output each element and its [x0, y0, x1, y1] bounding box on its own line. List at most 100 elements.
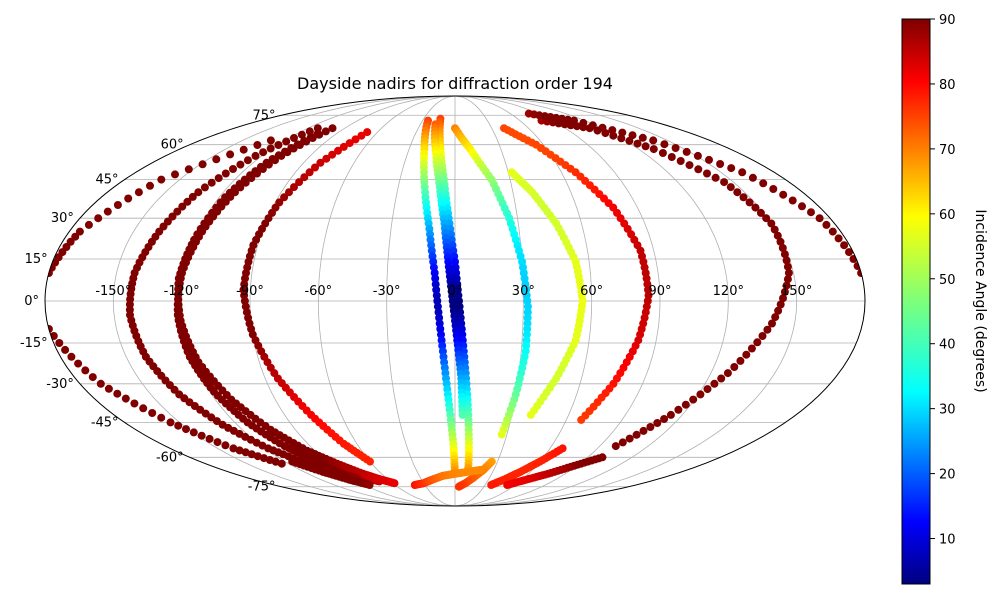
data-point: [246, 171, 255, 180]
data-point: [807, 208, 815, 217]
data-point: [778, 244, 787, 252]
data-point: [182, 425, 190, 434]
data-point: [660, 140, 669, 149]
data-point: [113, 201, 122, 209]
data-point: [815, 214, 824, 223]
data-point: [274, 151, 283, 160]
data-point: [682, 147, 691, 156]
colorbar-ticks: 10 20 30 40 50 60 70 80 90: [930, 13, 956, 548]
data-point: [717, 374, 726, 383]
data-point: [503, 481, 512, 489]
data-point: [55, 339, 64, 347]
data-point: [297, 130, 306, 139]
data-point: [649, 136, 658, 145]
data-point: [251, 151, 260, 160]
data-point: [290, 134, 298, 142]
data-point: [253, 141, 262, 149]
data-point: [618, 438, 627, 447]
data-point: [703, 385, 712, 394]
data-point: [598, 123, 607, 132]
data-point: [523, 313, 532, 322]
data-point: [363, 128, 372, 137]
data-point: [198, 160, 207, 169]
data-point: [339, 142, 348, 151]
colorbar-tick-label: 80: [939, 78, 956, 93]
data-point: [638, 133, 647, 142]
data-point: [747, 344, 756, 353]
data-point: [845, 248, 853, 257]
data-point: [201, 409, 210, 418]
data-point: [229, 444, 238, 453]
data-point: [693, 151, 702, 160]
data-point: [328, 150, 337, 159]
lon-tick-label: 0°: [448, 284, 463, 299]
colorbar-tick-label: 60: [939, 208, 956, 223]
data-point: [711, 173, 720, 182]
lon-tick-label: 150°: [781, 284, 812, 299]
data-point: [716, 160, 725, 168]
data-point: [212, 155, 221, 164]
data-point: [703, 169, 711, 178]
colorbar-tick-label: 50: [939, 273, 956, 288]
data-point: [739, 193, 748, 202]
data-point: [311, 163, 319, 172]
data-point: [259, 454, 268, 463]
data-point: [236, 160, 245, 169]
data-point: [300, 136, 309, 145]
data-point: [130, 399, 139, 408]
data-point: [798, 202, 806, 211]
data-point: [171, 170, 179, 179]
data-point: [266, 136, 275, 145]
data-point: [738, 168, 747, 177]
data-point: [188, 192, 197, 201]
data-point: [174, 421, 183, 430]
data-point: [526, 410, 535, 419]
data-point: [139, 404, 148, 413]
data-point: [197, 431, 206, 440]
data-point: [322, 154, 331, 163]
data-point: [771, 313, 780, 322]
data-point: [632, 430, 641, 439]
data-point: [705, 155, 713, 164]
data-point: [316, 158, 325, 167]
data-point: [681, 400, 690, 409]
lat-tick-label: -60°: [156, 450, 184, 465]
data-point: [259, 148, 268, 157]
latitude-tick-labels: -75° -60° -45° -30° -15° 0° 15° 30° 45° 60° 75°: [20, 108, 276, 494]
data-point: [300, 173, 309, 182]
lat-tick-label: -15°: [20, 336, 48, 351]
lat-tick-label: 60°: [161, 138, 184, 153]
data-point: [71, 232, 80, 241]
data-point: [214, 174, 223, 183]
data-point: [229, 165, 237, 173]
data-point: [646, 423, 655, 431]
data-point: [674, 405, 683, 414]
data-point: [685, 161, 694, 170]
data-point: [239, 145, 248, 154]
data-point: [280, 193, 289, 202]
data-point: [74, 359, 83, 368]
data-point: [213, 438, 222, 447]
data-point: [828, 227, 837, 236]
data-point: [780, 287, 789, 296]
lat-tick-label: 75°: [252, 108, 275, 123]
data-point: [658, 149, 667, 157]
data-point: [256, 162, 265, 171]
data-point: [305, 127, 314, 136]
data-point: [742, 350, 751, 359]
data-point: [166, 418, 175, 427]
data-point: [184, 165, 193, 174]
lon-tick-label: 120°: [713, 284, 744, 299]
colorbar-tick-label: 10: [939, 533, 956, 548]
data-point: [625, 434, 634, 443]
data-point: [365, 481, 374, 489]
data-point: [770, 225, 779, 234]
data-point: [628, 131, 637, 140]
data-point: [577, 415, 586, 424]
data-point: [788, 196, 797, 205]
data-point: [345, 139, 354, 148]
lon-tick-label: 90°: [648, 284, 671, 299]
data-point: [241, 448, 250, 457]
data-point: [730, 363, 739, 371]
data-point: [618, 128, 627, 137]
